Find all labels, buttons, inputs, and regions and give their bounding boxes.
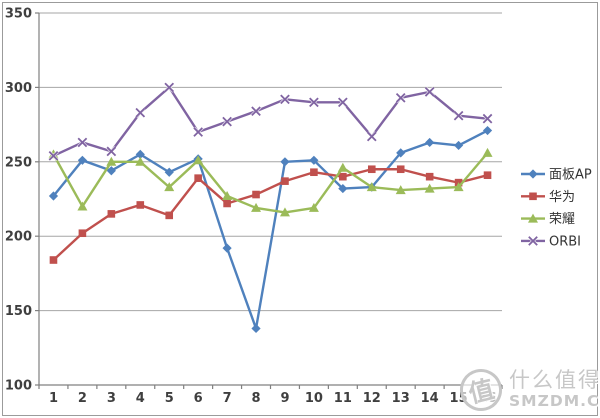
x-tick-label: 13 [392, 391, 410, 406]
series-荣耀 [48, 147, 493, 217]
legend-item-面板AP: 面板AP [521, 168, 592, 183]
x-tick-label: 11 [334, 391, 352, 406]
x-tick-label: 8 [252, 391, 261, 406]
x-axis-labels: 12345678910111213141516 [49, 391, 497, 406]
x-tick-label: 6 [194, 391, 203, 406]
legend-item-华为: 华为 [521, 190, 575, 205]
watermark-site-url: SMZDM.COM [509, 392, 600, 411]
x-tick-label: 10 [305, 391, 323, 406]
legend-marker-icon [528, 169, 538, 179]
watermark-site-name: 什么值得买 [509, 368, 600, 393]
axes [35, 12, 503, 389]
series-ORBI [48, 81, 493, 162]
legend-label: 面板AP [549, 168, 592, 183]
gridlines [39, 12, 502, 312]
y-axis-labels: 100 150 200 250 300 350 [5, 7, 32, 394]
legend-label: 荣耀 [549, 212, 575, 227]
x-tick-label: 5 [165, 391, 174, 406]
watermark: 值 什么值得买 SMZDM.COM [455, 364, 600, 416]
legend-marker-icon [527, 235, 539, 247]
legend-label: ORBI [549, 234, 581, 249]
legend-marker-icon [528, 213, 538, 223]
y-tick-label: 200 [5, 230, 32, 245]
watermark-text: 什么值得买 SMZDM.COM [509, 370, 600, 410]
x-tick-label: 9 [280, 391, 289, 406]
legend-item-ORBI: ORBI [521, 234, 581, 249]
x-tick-label: 12 [363, 391, 381, 406]
x-tick-label: 2 [78, 391, 87, 406]
x-tick-label: 1 [49, 391, 58, 406]
y-tick-label: 150 [5, 304, 32, 319]
x-tick-label: 7 [223, 391, 232, 406]
x-tick-label: 14 [421, 391, 439, 406]
y-tick-label: 350 [5, 7, 32, 22]
legend-marker-icon [529, 192, 537, 201]
x-tick-label: 4 [136, 391, 145, 406]
legend-label: 华为 [549, 190, 575, 205]
y-tick-label: 100 [5, 379, 32, 394]
legend-item-荣耀: 荣耀 [521, 212, 575, 227]
x-tick-label: 3 [107, 391, 116, 406]
seal-char: 值 [465, 374, 497, 409]
smzdm-seal-icon: 值 [455, 364, 507, 416]
y-tick-label: 250 [5, 155, 32, 170]
y-tick-label: 300 [5, 81, 32, 96]
series-面板AP [48, 125, 493, 334]
series-华为 [49, 165, 492, 264]
